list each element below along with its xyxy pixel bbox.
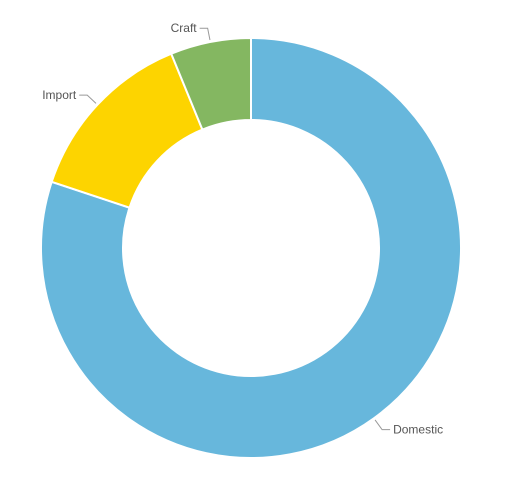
slice-label-domestic: Domestic xyxy=(393,423,443,437)
leader-line-domestic xyxy=(374,419,391,431)
slice-label-craft: Craft xyxy=(171,21,198,35)
labels-group: Domestic Import Craft xyxy=(42,21,443,436)
slice-craft[interactable] xyxy=(169,36,252,131)
slice-domestic[interactable] xyxy=(40,36,462,459)
slices-group xyxy=(40,36,462,459)
leader-line-craft xyxy=(199,27,211,41)
leader-line-import xyxy=(79,94,97,104)
slice-label-import: Import xyxy=(42,88,77,102)
